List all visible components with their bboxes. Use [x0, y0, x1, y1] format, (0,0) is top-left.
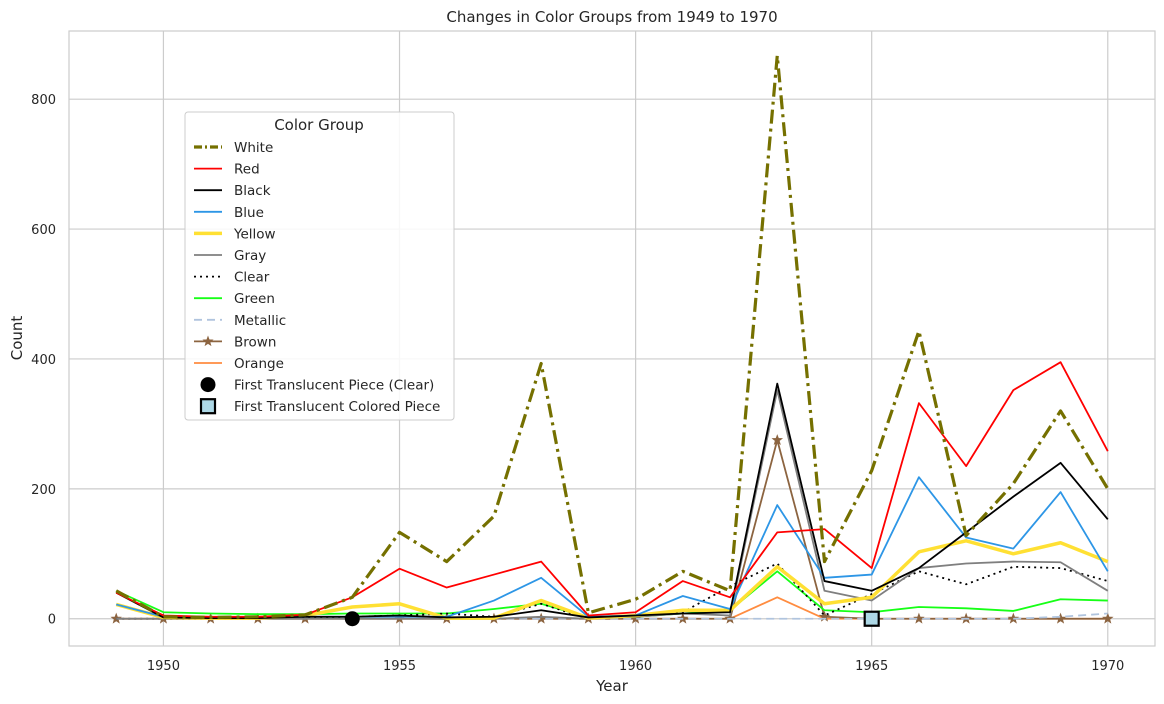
legend-entry-white: White: [194, 140, 273, 156]
legend-label: White: [234, 140, 273, 156]
legend-label: First Translucent Piece (Clear): [234, 378, 434, 394]
y-tick-label: 600: [31, 223, 56, 238]
legend-label: Orange: [234, 356, 284, 372]
legend-entry-clear: Clear: [194, 270, 270, 286]
y-tick-label: 0: [48, 613, 56, 628]
x-tick-label: 1965: [855, 659, 888, 674]
data-point-brown: [1054, 612, 1067, 624]
legend-label: Blue: [234, 205, 264, 221]
x-tick-label: 1955: [383, 659, 416, 674]
data-point-brown: [110, 612, 122, 624]
legend-circle-icon: [200, 377, 216, 393]
x-axis-ticks: 1950 1955 1960 1965 1970: [147, 659, 1124, 674]
legend-entry-orange: Orange: [194, 356, 284, 372]
x-tick-label: 1960: [619, 659, 652, 674]
data-point-brown: [913, 612, 925, 624]
legend-label: First Translucent Colored Piece: [234, 399, 440, 415]
series-line-green: [115, 570, 1108, 619]
series-line-metallic: [116, 612, 1108, 620]
legend-entry-annotation: First Translucent Piece (Clear): [200, 377, 434, 394]
legend-label: Green: [234, 291, 275, 307]
legend-entry-red: Red: [194, 162, 260, 178]
legend-frame: [184, 111, 455, 421]
series-line-black: [115, 382, 1109, 619]
legend-star-icon: [202, 335, 214, 347]
legend-entry-brown: Brown: [194, 334, 276, 350]
legend-label: Yellow: [233, 226, 276, 242]
legend-label: Gray: [234, 248, 266, 264]
legend-entry-green: Green: [194, 291, 275, 307]
legend-title: Color Group: [274, 116, 364, 134]
legend: Color Group White Red Black Blue Yellow Gray C…: [184, 111, 455, 421]
y-tick-label: 200: [31, 483, 56, 498]
annotation-layer: [344, 610, 880, 627]
data-point-brown: [771, 434, 784, 446]
legend-entry-yellow: Yellow: [194, 226, 276, 242]
y-tick-label: 400: [31, 353, 56, 368]
legend-entry-annotation: First Translucent Colored Piece: [199, 398, 440, 415]
legend-entry-black: Black: [194, 183, 271, 199]
series-line-blue: [115, 476, 1109, 619]
chart-title: Changes in Color Groups from 1949 to 197…: [446, 8, 777, 26]
y-axis-label: Count: [8, 316, 26, 361]
plot-area: [68, 30, 1156, 647]
x-axis-label: Year: [595, 677, 629, 695]
legend-entry-blue: Blue: [194, 205, 264, 221]
series-line-white: [115, 54, 1110, 620]
legend-square-icon: [199, 398, 217, 415]
x-tick-label: 1970: [1091, 659, 1124, 674]
legend-label: Clear: [234, 270, 270, 286]
series-line-clear: [116, 562, 1109, 620]
legend-label: Metallic: [234, 313, 286, 329]
y-axis-ticks: 0 200 400 600 800: [31, 93, 56, 628]
x-tick-label: 1950: [147, 659, 180, 674]
y-tick-label: 800: [31, 93, 56, 108]
legend-label: Black: [234, 183, 271, 199]
series-layer: [110, 54, 1114, 624]
data-point-brown: [1102, 612, 1114, 624]
legend-entries: White Red Black Blue Yellow Gray Clear Green Met…: [194, 140, 440, 415]
marker-first-translucent-colored-piece: [863, 610, 880, 627]
marker-first-translucent-piece: [344, 611, 360, 627]
legend-label: Red: [234, 162, 260, 178]
legend-entry-gray: Gray: [194, 248, 266, 264]
legend-label: Brown: [234, 334, 276, 350]
legend-entry-metallic: Metallic: [194, 313, 286, 329]
